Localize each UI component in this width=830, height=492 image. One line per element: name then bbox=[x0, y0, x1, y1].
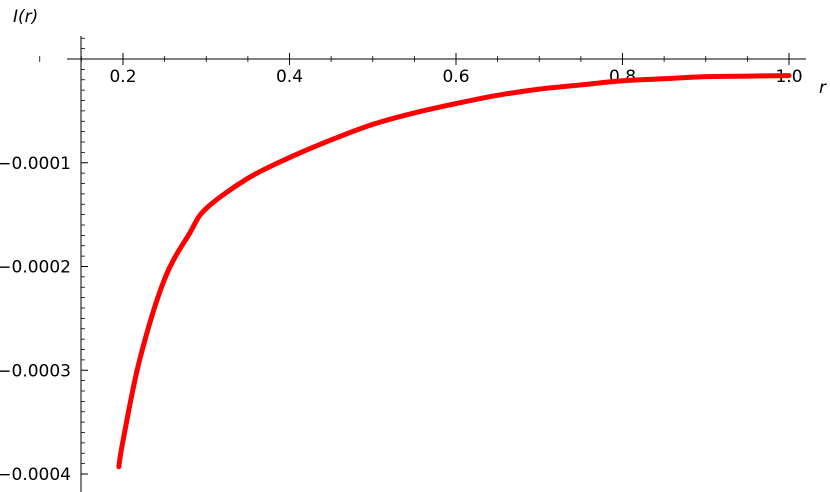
y-tick-label: −0.0003 bbox=[0, 361, 71, 381]
y-tick-label: −0.0001 bbox=[0, 154, 71, 174]
series-layer bbox=[116, 73, 792, 470]
y-axis-title: I(r) bbox=[13, 7, 38, 27]
y-axis: −0.0001 −0.0002 −0.0003 −0.0004 I(r) bbox=[0, 7, 88, 492]
y-tick-label: −0.0004 bbox=[0, 465, 71, 485]
x-tick-label: 0.6 bbox=[442, 67, 469, 87]
x-tick-label: 0.2 bbox=[109, 67, 136, 87]
series-line-0 bbox=[116, 73, 792, 470]
y-tick-label: −0.0002 bbox=[0, 258, 71, 278]
x-tick-label: 0.4 bbox=[276, 67, 303, 87]
x-axis-ticks: 0.2 0.4 0.6 0.8 1.0 bbox=[39, 53, 803, 87]
x-axis-title: r bbox=[819, 78, 827, 98]
y-axis-ticks: −0.0001 −0.0002 −0.0003 −0.0004 bbox=[0, 37, 88, 485]
